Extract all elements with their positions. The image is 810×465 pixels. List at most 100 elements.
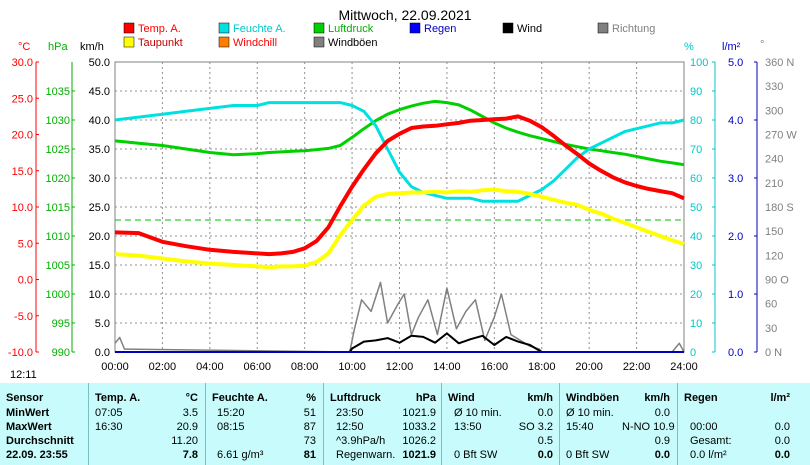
direction-tick-label: 210 — [765, 178, 783, 190]
legend-label: Feuchte A. — [233, 23, 286, 35]
table-header-cell: Feuchte A. — [212, 392, 268, 404]
x-tick-label: 20:00 — [575, 361, 603, 373]
legend-label: Windchill — [233, 37, 277, 49]
direction-tick-label: 120 — [765, 250, 783, 262]
direction-tick-label: 330 — [765, 81, 783, 93]
table-cell: 51 — [303, 407, 316, 419]
table-cell: Gesamt: — [690, 435, 732, 447]
temp-tick-label: 15.0 — [12, 166, 33, 178]
wind-tick-label: 5.0 — [95, 318, 110, 330]
pressure-tick-label: 1015 — [46, 202, 70, 214]
humidity-tick-label: 20 — [690, 289, 702, 301]
temp-tick-label: 0.0 — [18, 275, 33, 287]
table-cell: 73 — [303, 435, 316, 447]
legend-label: Temp. A. — [138, 23, 181, 35]
table-header-cell: °C — [185, 392, 198, 404]
table-cell: Ø 10 min. — [566, 407, 614, 419]
legend-swatch — [313, 22, 325, 34]
table-row-label: MinWert — [6, 407, 50, 419]
pressure-tick-label: 1020 — [46, 173, 70, 185]
legend-label: Luftdruck — [328, 23, 374, 35]
x-tick-label: 04:00 — [196, 361, 224, 373]
table-header-cell: Sensor — [6, 392, 44, 404]
humidity-tick-label: 40 — [690, 231, 702, 243]
table-header-cell: Temp. A. — [95, 392, 141, 404]
series-line-tempa — [114, 114, 685, 257]
humidity-tick-label: 90 — [690, 86, 702, 98]
pressure-tick-label: 1035 — [46, 86, 70, 98]
legend-swatch — [123, 22, 135, 34]
wind-tick-label: 45.0 — [89, 86, 110, 98]
table-cell: 0 Bft SW — [566, 449, 610, 461]
wind-tick-label: 10.0 — [89, 289, 110, 301]
table-row-label: MaxWert — [6, 421, 52, 433]
humidity-tick-label: 60 — [690, 173, 702, 185]
table-cell: 1021.9 — [402, 407, 436, 419]
table-cell: 0.0 — [537, 407, 553, 419]
table-row-label: Durchschnitt — [6, 435, 74, 447]
rain-axis-label: l/m² — [722, 41, 741, 53]
rain-tick-label: 2.0 — [728, 231, 743, 243]
table-cell: 3.5 — [182, 407, 198, 419]
table-cell: 0 Bft SW — [454, 449, 498, 461]
weather-chart: Mittwoch, 22.09.2021 00:00 02:00 04:00 06:00… — [8, 7, 797, 373]
table-cell: 0.0 l/m² — [690, 449, 727, 461]
pressure-tick-label: 1030 — [46, 115, 70, 127]
legend-label: Richtung — [612, 23, 655, 35]
table-cell: 87 — [303, 421, 316, 433]
humidity-tick-label: 0 — [690, 347, 696, 359]
table-cell: 0.0 — [537, 449, 553, 461]
temp-axis-label: °C — [18, 41, 30, 53]
table-cell: 13:50 — [454, 421, 482, 433]
wind-tick-label: 15.0 — [89, 260, 110, 272]
table-cell: 23:50 — [336, 407, 364, 419]
legend-swatch — [502, 22, 514, 34]
table-cell: ^3.9hPa/h — [336, 435, 386, 447]
table-header-cell: Regen — [684, 392, 718, 404]
table-header-cell: km/h — [527, 392, 553, 404]
table-header-cell: l/m² — [770, 392, 790, 404]
temp-tick-label: -10.0 — [8, 347, 33, 359]
wind-tick-label: 50.0 — [89, 57, 110, 69]
x-tick-label: 00:00 — [101, 361, 129, 373]
table-cell: 81 — [303, 449, 316, 461]
direction-tick-label: 240 — [765, 154, 783, 166]
table-divider — [205, 383, 206, 465]
direction-tick-label: 300 — [765, 105, 783, 117]
table-cell: 07:05 — [95, 407, 123, 419]
table-divider — [677, 383, 678, 465]
x-tick-label: 10:00 — [338, 361, 366, 373]
direction-tick-label: 60 — [765, 299, 777, 311]
direction-tick-label: 270 W — [765, 130, 797, 142]
table-cell: 1021.9 — [402, 449, 436, 461]
direction-tick-label: 0 N — [765, 347, 782, 359]
temp-tick-label: 20.0 — [12, 130, 33, 142]
wind-tick-label: 25.0 — [89, 202, 110, 214]
wind-tick-label: 40.0 — [89, 115, 110, 127]
table-header-cell: km/h — [644, 392, 670, 404]
legend-label: Regen — [424, 23, 456, 35]
table-cell: 6.61 g/m³ — [217, 449, 264, 461]
time-label: 12:11 — [10, 369, 37, 381]
chart-title: Mittwoch, 22.09.2021 — [338, 7, 471, 23]
table-cell: 20.9 — [176, 421, 198, 433]
temp-tick-label: 25.0 — [12, 93, 33, 105]
table-cell: 0.5 — [537, 435, 553, 447]
table-divider — [441, 383, 442, 465]
table-cell: 15:20 — [217, 407, 245, 419]
table-cell: Regenwarn. — [336, 449, 396, 461]
table-cell: 0.0 — [774, 435, 790, 447]
rain-tick-label: 4.0 — [728, 115, 743, 127]
pressure-tick-label: 1010 — [46, 231, 70, 243]
humidity-tick-label: 50 — [690, 202, 702, 214]
table-cell: Ø 10 min. — [454, 407, 502, 419]
direction-tick-label: 360 N — [765, 57, 794, 69]
table-cell: 16:30 — [95, 421, 123, 433]
table-cell: 0.0 — [774, 449, 790, 461]
table-cell: 0.9 — [654, 435, 670, 447]
table-cell: 1033.2 — [402, 421, 436, 433]
rain-tick-label: 5.0 — [728, 57, 743, 69]
direction-axis-label: ° — [760, 39, 764, 51]
rain-tick-label: 3.0 — [728, 173, 743, 185]
table-cell: 1026.2 — [402, 435, 436, 447]
